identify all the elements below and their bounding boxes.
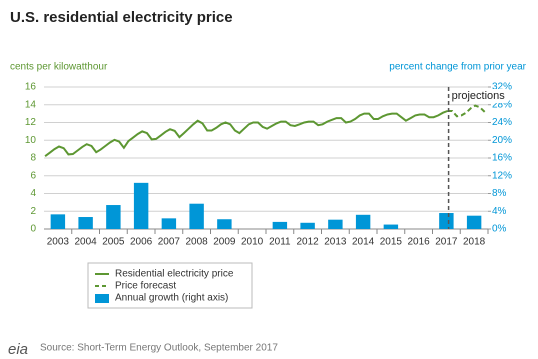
y-tick-label: 14 (25, 99, 37, 110)
y2-tick-label: 12% (492, 170, 512, 181)
y-tick-label: 0 (30, 224, 36, 235)
bar (355, 214, 371, 229)
annotation-bg (450, 89, 507, 103)
x-tick-label: 2008 (186, 237, 209, 248)
bar (106, 205, 121, 229)
y-tick-label: 2 (30, 206, 36, 217)
y2-tick-label: 4% (492, 206, 507, 217)
x-tick-label: 2005 (102, 237, 125, 248)
y-tick-label: 10 (25, 135, 37, 146)
x-tick-label: 2018 (463, 237, 486, 248)
bar (50, 214, 66, 229)
legend-swatch (95, 294, 109, 303)
y2-tick-label: 16% (492, 153, 512, 164)
chart-title: U.S. residential electricity price (10, 9, 233, 26)
bar (217, 219, 232, 229)
bar (161, 218, 177, 229)
y-axis-label: cents per kilowatthour (10, 62, 108, 73)
legend-label: Price forecast (115, 281, 176, 292)
bar (439, 213, 454, 229)
x-tick-label: 2004 (75, 237, 98, 248)
y-tick-label: 12 (25, 117, 37, 128)
y-tick-label: 8 (30, 153, 36, 164)
y2-tick-label: 32% (492, 82, 512, 93)
bar (466, 215, 482, 229)
x-tick-label: 2015 (380, 237, 403, 248)
logo: eia (8, 341, 28, 358)
y2-tick-label: 20% (492, 135, 512, 146)
y2-axis-label: percent change from prior year (389, 62, 526, 73)
y2-tick-label: 24% (492, 117, 512, 128)
annotation: projections (452, 90, 506, 102)
y-tick-label: 4 (30, 188, 36, 199)
bar (78, 217, 93, 229)
x-tick-label: 2012 (297, 237, 320, 248)
x-tick-label: 2013 (324, 237, 347, 248)
x-tick-label: 2016 (408, 237, 431, 248)
legend-box (87, 262, 253, 309)
price-line (44, 110, 448, 158)
bar (300, 222, 315, 229)
bar (328, 219, 343, 229)
x-tick-label: 2009 (213, 237, 236, 248)
legend-label: Annual growth (right axis) (115, 293, 228, 304)
y-tick-label: 16 (25, 82, 37, 93)
bar (383, 224, 399, 229)
x-tick-label: 2014 (352, 237, 375, 248)
bar (189, 203, 204, 229)
x-tick-label: 2006 (130, 237, 153, 248)
y2-tick-label: 0% (492, 224, 507, 235)
source: Source: Short-Term Energy Outlook, Septe… (40, 343, 278, 354)
y2-tick-label: 8% (492, 188, 507, 199)
x-tick-label: 2011 (269, 237, 291, 248)
x-tick-label: 2003 (47, 237, 70, 248)
x-tick-label: 2017 (435, 237, 458, 248)
y-tick-label: 6 (30, 170, 36, 181)
y2-tick-label: 28% (492, 99, 512, 110)
x-tick-label: 2010 (241, 237, 264, 248)
bar (133, 182, 149, 229)
price-line (447, 104, 486, 118)
bar (272, 221, 288, 229)
x-tick-label: 2007 (158, 237, 181, 248)
legend-label: Residential electricity price (115, 269, 234, 280)
